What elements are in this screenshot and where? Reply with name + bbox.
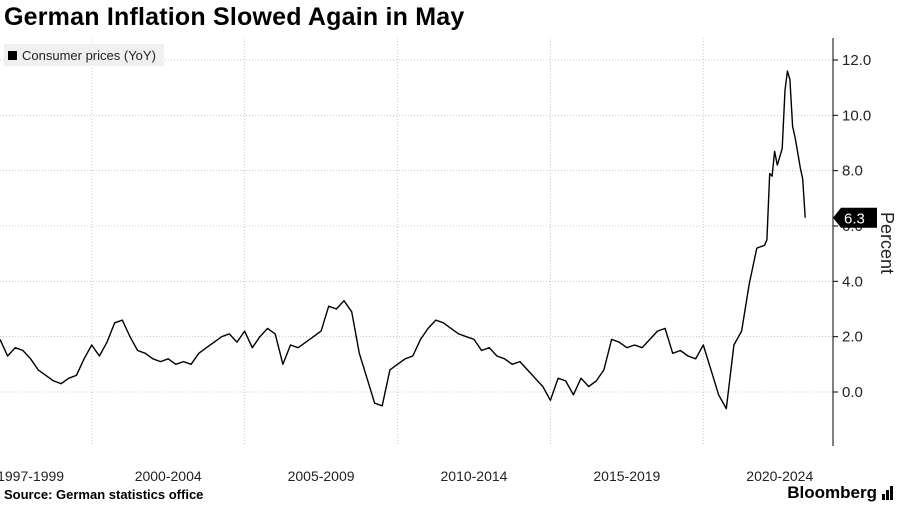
x-tick-label: 2005-2009 [288,468,355,484]
x-tick-label: 2010-2014 [441,468,508,484]
y-tick-label: 8.0 [842,163,863,180]
x-tick-label: 2015-2019 [593,468,660,484]
x-tick-label: 2000-2004 [135,468,202,484]
brand-name: Bloomberg [787,483,877,502]
series-layer [0,70,806,410]
brand-bars-icon [882,486,894,500]
last-value-badge [833,207,877,228]
source-note: Source: German statistics office [4,487,204,502]
x-tick-label: 1997-1999 [0,468,64,484]
legend-label: Consumer prices (YoY) [22,47,156,63]
gridlines [0,38,833,446]
y-tick-label: 10.0 [842,107,871,124]
y-axis-title: Percent [877,212,897,274]
legend: Consumer prices (YoY) [4,44,164,66]
chart-title: German Inflation Slowed Again in May [4,3,465,31]
x-tick-label: 2020-2024 [746,468,813,484]
legend-swatch [8,50,17,60]
last-value-marker: 6.3 [833,207,877,228]
series-line [0,70,806,410]
brand-logo: Bloomberg [787,483,894,503]
y-tick-label: 0.0 [842,384,863,401]
y-tick-label: 4.0 [842,273,863,290]
x-axis: 1997-1999 2000-2004 2005-2009 2010-2014 2015… [0,468,813,484]
y-tick-label: 2.0 [842,329,863,346]
last-value-label: 6.3 [844,211,865,228]
y-tick-label: 12.0 [842,52,871,69]
